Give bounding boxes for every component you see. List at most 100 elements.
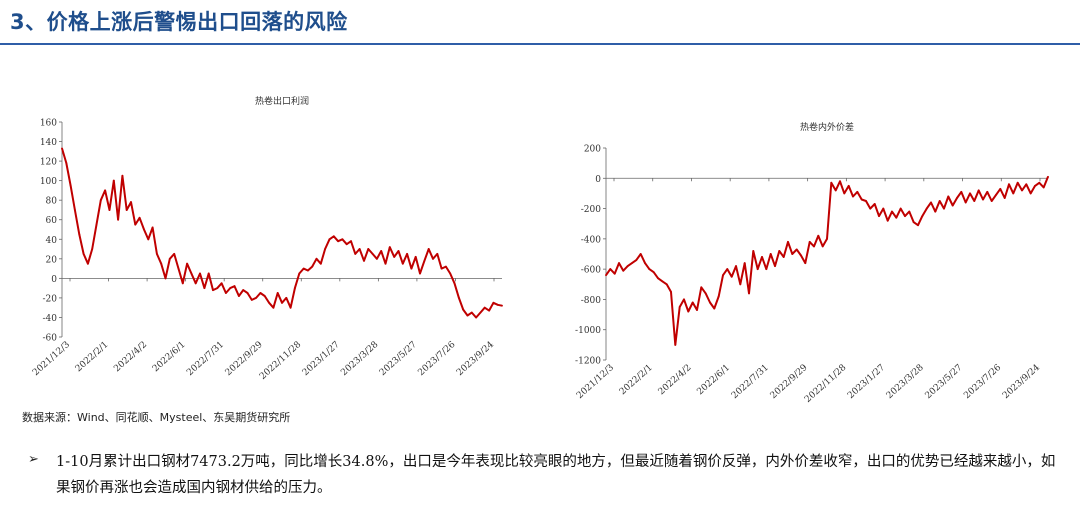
data-point — [852, 195, 854, 198]
data-point — [341, 238, 344, 241]
data-point — [908, 210, 911, 213]
data-point — [328, 238, 331, 241]
x-tick-label: 2022/7/31 — [185, 340, 226, 378]
data-point — [700, 286, 703, 289]
data-point — [622, 269, 625, 272]
data-point — [834, 189, 837, 192]
data-point — [748, 292, 750, 295]
data-point — [652, 271, 655, 274]
data-point — [674, 344, 677, 346]
data-point — [125, 209, 128, 211]
data-point — [869, 207, 872, 210]
data-point — [432, 257, 434, 260]
data-point — [787, 241, 789, 243]
data-point — [1029, 192, 1032, 195]
data-point — [263, 295, 266, 297]
data-point — [194, 282, 197, 285]
x-tick-label: 2023/3/28 — [339, 340, 380, 378]
x-tick-label: 2022/2/1 — [74, 340, 111, 374]
data-point — [618, 262, 620, 264]
data-point — [423, 259, 426, 262]
data-point — [878, 215, 880, 217]
data-point — [860, 198, 863, 201]
data-point — [315, 257, 318, 260]
data-point — [475, 316, 477, 319]
x-tick-label: 2023/7/26 — [962, 363, 1003, 401]
data-point — [696, 309, 698, 311]
data-point — [912, 221, 915, 224]
data-point — [1016, 181, 1019, 184]
data-point — [311, 265, 314, 268]
data-point — [761, 256, 763, 258]
data-point — [964, 201, 967, 204]
x-tick-label: 2023/9/24 — [455, 340, 496, 378]
data-point — [956, 197, 958, 199]
data-point — [843, 192, 846, 195]
data-point — [160, 262, 163, 265]
data-point — [635, 259, 638, 261]
series-line — [61, 148, 503, 319]
data-point — [332, 235, 335, 238]
data-point — [739, 283, 742, 286]
data-point — [756, 268, 759, 270]
x-tick-label: 2022/11/28 — [803, 363, 848, 405]
y-tick-label: 0 — [51, 275, 57, 285]
data-point — [61, 147, 63, 150]
data-point — [795, 248, 798, 251]
x-tick-label: 2022/6/1 — [151, 340, 188, 374]
export-profit-chart: 热卷出口利润 -60 -40 -20 0 20 40 60 80 100 120 140 160 2021… — [31, 95, 503, 382]
data-point — [268, 301, 270, 304]
data-point — [216, 287, 219, 289]
data-point — [181, 282, 184, 285]
data-point — [609, 268, 612, 270]
data-point — [104, 189, 106, 192]
data-point — [791, 253, 794, 255]
data-point — [1038, 181, 1041, 184]
data-point — [177, 267, 180, 270]
data-point — [246, 292, 249, 294]
data-point — [281, 301, 283, 304]
data-point — [410, 267, 413, 270]
data-point — [466, 314, 469, 317]
data-point — [800, 254, 802, 257]
data-point — [670, 291, 672, 293]
data-point — [294, 287, 296, 289]
data-point — [999, 188, 1002, 190]
y-tick-label: 60 — [46, 216, 58, 226]
data-point — [453, 282, 456, 285]
data-point — [830, 181, 833, 184]
data-point — [709, 301, 711, 304]
x-tick-label: 2022/9/29 — [769, 363, 810, 401]
data-point — [782, 256, 785, 258]
data-point — [87, 262, 89, 265]
data-point — [186, 262, 189, 265]
data-point — [358, 248, 361, 250]
data-point — [99, 199, 102, 202]
data-point — [108, 209, 111, 211]
data-point — [943, 207, 945, 210]
data-point — [704, 292, 707, 295]
data-point — [272, 306, 275, 309]
data-point — [82, 253, 85, 255]
data-point — [778, 250, 781, 252]
data-point — [613, 272, 616, 275]
x-tick-label: 2023/3/28 — [885, 363, 926, 401]
data-point — [804, 262, 807, 264]
data-point — [307, 269, 309, 272]
data-point — [259, 292, 262, 294]
x-tick-label: 2022/2/1 — [618, 363, 655, 397]
data-point — [324, 248, 326, 250]
data-point — [977, 189, 980, 192]
data-point — [276, 292, 279, 294]
data-point — [891, 210, 893, 213]
data-point — [138, 216, 141, 219]
data-point — [752, 250, 755, 252]
x-tick-label: 2021/12/3 — [575, 363, 616, 401]
data-point — [302, 267, 305, 270]
data-point — [886, 219, 889, 222]
data-point — [921, 215, 924, 217]
data-point — [207, 272, 210, 275]
y-tick-label: 140 — [40, 138, 57, 148]
x-tick-label: 2022/4/2 — [112, 340, 149, 374]
x-tick-label: 2022/7/31 — [730, 363, 771, 401]
